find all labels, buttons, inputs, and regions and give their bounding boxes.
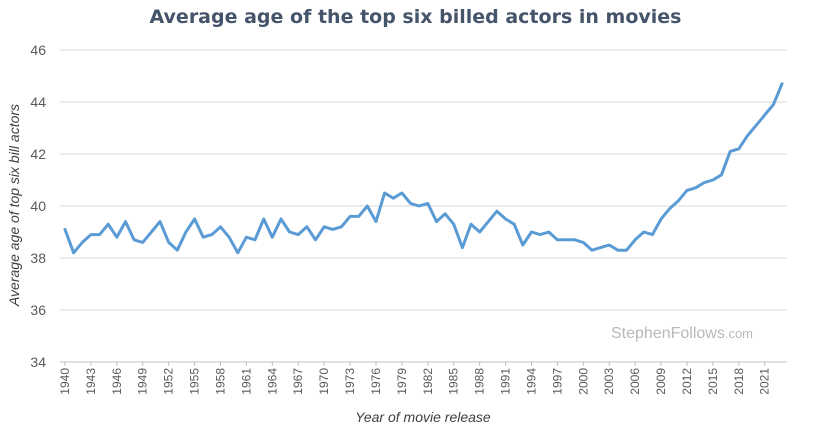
x-tick-label: 2006 — [628, 368, 642, 395]
y-tick-label: 42 — [30, 146, 46, 162]
x-tick-label: 1985 — [447, 368, 461, 395]
x-tick-label: 1946 — [110, 368, 124, 395]
x-tick-label: 1949 — [136, 368, 150, 395]
y-tick-label: 34 — [30, 354, 46, 370]
x-tick-label: 1997 — [550, 368, 564, 395]
x-tick-label: 1958 — [213, 368, 227, 395]
x-axis-ticks: 1940 1943 1946 1949 1952 1955 1958 1961 1964 1967… — [58, 362, 772, 395]
x-axis-title: Year of movie release — [355, 409, 491, 425]
x-tick-label: 2012 — [680, 368, 694, 395]
x-tick-label: 1952 — [162, 368, 176, 395]
x-tick-label: 1955 — [188, 368, 202, 395]
x-tick-label: 1988 — [473, 368, 487, 395]
y-tick-label: 46 — [30, 42, 46, 58]
x-tick-label: 1970 — [317, 368, 331, 395]
x-tick-label: 2015 — [706, 368, 720, 395]
y-tick-label: 44 — [30, 94, 46, 110]
x-tick-label: 1940 — [58, 368, 72, 395]
x-tick-label: 2003 — [602, 368, 616, 395]
x-tick-label: 1964 — [265, 368, 279, 395]
x-tick-label: 1979 — [395, 368, 409, 395]
x-tick-label: 1943 — [84, 368, 98, 395]
x-tick-label: 1991 — [499, 368, 513, 395]
series-line — [63, 82, 784, 255]
y-axis-ticks: 34 36 38 40 42 44 46 — [30, 42, 46, 370]
x-tick-label: 2000 — [576, 368, 590, 395]
x-tick-label: 1961 — [239, 368, 253, 395]
y-tick-label: 36 — [30, 302, 46, 318]
x-tick-label: 1976 — [369, 368, 383, 395]
x-tick-label: 1973 — [343, 368, 357, 395]
y-tick-label: 40 — [30, 198, 46, 214]
x-tick-label: 2018 — [732, 368, 746, 395]
y-axis-title: Average age of top six bill actors — [6, 104, 22, 307]
x-tick-label: 1967 — [291, 368, 305, 395]
y-tick-label: 38 — [30, 250, 46, 266]
x-tick-label: 1982 — [421, 368, 435, 395]
chart-title: Average age of the top six billed actors… — [149, 6, 682, 28]
x-tick-label: 2021 — [758, 368, 772, 395]
watermark: StephenFollows.com — [611, 325, 753, 342]
x-tick-label: 2009 — [654, 368, 668, 395]
x-tick-label: 1994 — [524, 368, 538, 395]
